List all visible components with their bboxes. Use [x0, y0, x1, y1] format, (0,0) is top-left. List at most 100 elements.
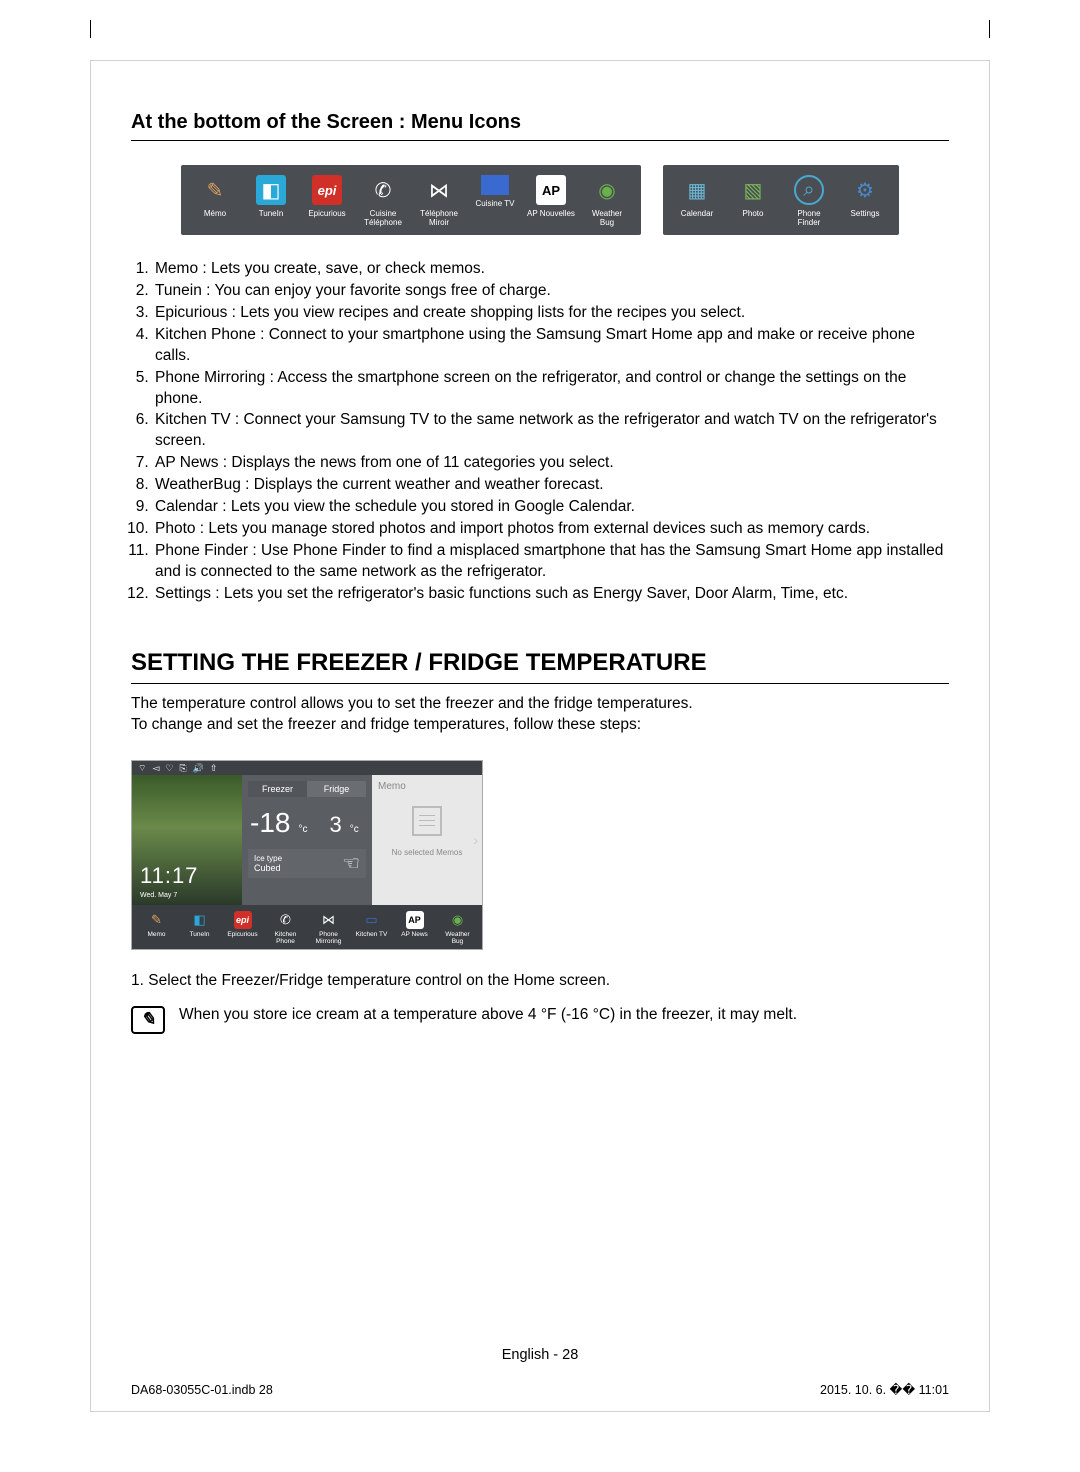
- status-bar: ⌔◅♡⎘🔊⇧: [132, 761, 482, 775]
- icon-label: Kitchen Phone: [275, 931, 297, 945]
- temperature-panel[interactable]: Freezer Fridge -18°c 3°c Ice type Cubed …: [242, 775, 372, 905]
- menu-icon-bar-2: ▦ Calendar ▧Photo⌕Phone Finder ⚙ Settings: [663, 165, 899, 235]
- note-row: ✎ When you store ice cream at a temperat…: [131, 1006, 949, 1034]
- ice-type-button[interactable]: Ice type Cubed ☜: [248, 849, 366, 878]
- menu-icon-bar-1: ✎Mémo◧TuneInepiEpicurious✆Cuisine Téléph…: [181, 165, 641, 235]
- feature-item: Settings : Lets you set the refrigerator…: [153, 584, 949, 605]
- icon-label: Memo: [147, 931, 165, 938]
- settings-icon: ⚙: [850, 175, 880, 205]
- feature-item: Photo : Lets you manage stored photos an…: [153, 519, 949, 540]
- menu-icon-tunein[interactable]: ◧TuneIn: [247, 175, 295, 227]
- icon-label: Cuisine Téléphone: [364, 209, 402, 227]
- icon-label: Photo: [743, 209, 764, 218]
- menu-icon-kitchen-phone[interactable]: ✆ Kitchen Phone: [265, 911, 306, 945]
- temp-unit: °c: [298, 824, 307, 835]
- chevron-right-icon[interactable]: ›: [473, 832, 478, 848]
- mémo-icon: ✎: [200, 175, 230, 205]
- memo-label: Memo: [378, 781, 406, 792]
- epicurious-icon: epi: [312, 175, 342, 205]
- tab-freezer[interactable]: Freezer: [248, 781, 307, 797]
- icon-label: Cuisine TV: [476, 199, 515, 208]
- icon-label: Weather Bug: [445, 931, 469, 945]
- note-text: When you store ice cream at a temperatur…: [179, 1006, 797, 1024]
- menu-icon-téléphone-miroir[interactable]: ⋈Téléphone Miroir: [415, 175, 463, 227]
- menu-icon-epicurious[interactable]: epi Epicurious: [222, 911, 263, 945]
- fridge-temp: 3: [329, 812, 341, 838]
- clock-date: Wed. May 7: [140, 892, 177, 899]
- status-icon: ⎘: [179, 763, 186, 773]
- intro-text: The temperature control allows you to se…: [131, 694, 949, 736]
- page: At the bottom of the Screen : Menu Icons…: [90, 60, 990, 1412]
- menu-icon-phone-mirroring[interactable]: ⋈ Phone Mirroring: [308, 911, 349, 945]
- icon-label: Settings: [851, 209, 880, 218]
- menu-icon-settings[interactable]: ⚙ Settings: [841, 175, 889, 227]
- menu-icon-photo[interactable]: ▧Photo: [729, 175, 777, 227]
- tab-fridge[interactable]: Fridge: [307, 781, 366, 797]
- status-icon: ⌔: [138, 763, 146, 773]
- footer-right: 2015. 10. 6. �� 11:01: [820, 1382, 949, 1397]
- step-1: 1. Select the Freezer/Fridge temperature…: [131, 972, 949, 990]
- icon-label: Epicurious: [227, 931, 257, 938]
- intro-line: To change and set the freezer and fridge…: [131, 715, 949, 736]
- icon-label: Kitchen TV: [356, 931, 388, 938]
- home-screenshot: ⌔◅♡⎘🔊⇧ 11:17 Wed. May 7 Freezer Fridge -…: [131, 760, 483, 950]
- menu-icon-tunein[interactable]: ◧ TuneIn: [179, 911, 220, 945]
- status-icon: 🔊: [193, 763, 204, 773]
- ap news-icon: AP: [406, 911, 424, 929]
- tunein-icon: ◧: [191, 911, 209, 929]
- kitchen-icon: ✆: [277, 911, 295, 929]
- menu-icon-mémo[interactable]: ✎Mémo: [191, 175, 239, 227]
- phone-icon: ⋈: [320, 911, 338, 929]
- icon-label: Calendar: [681, 209, 713, 218]
- feature-item: AP News : Displays the news from one of …: [153, 453, 949, 474]
- icon-label: TuneIn: [259, 209, 284, 218]
- clock-time: 11:17: [140, 863, 198, 889]
- feature-item: Phone Finder : Use Phone Finder to find …: [153, 541, 949, 583]
- status-icon: ◅: [152, 763, 159, 773]
- menu-icon-memo[interactable]: ✎Memo: [136, 911, 177, 945]
- status-icon: ⇧: [210, 763, 218, 773]
- screenshot-bottom-bar: ✎Memo ◧ TuneIn epi Epicurious ✆ Kitchen Phone ⋈…: [132, 905, 482, 949]
- cuisine tv-icon: [481, 175, 509, 195]
- section-title: At the bottom of the Screen : Menu Icons: [131, 111, 949, 141]
- menu-icon-weather-bug[interactable]: ◉ Weather Bug: [437, 911, 478, 945]
- home-left-panel: 11:17 Wed. May 7: [132, 775, 242, 905]
- icon-label: Phone Mirroring: [316, 931, 342, 945]
- footer-center: English - 28: [91, 1347, 989, 1363]
- ap nouvelles-icon: AP: [536, 175, 566, 205]
- icon-label: Weather Bug: [592, 209, 622, 227]
- menu-icon-cuisine-téléphone[interactable]: ✆Cuisine Téléphone: [359, 175, 407, 227]
- feature-item: Memo : Lets you create, save, or check m…: [153, 259, 949, 280]
- menu-icon-epicurious[interactable]: epiEpicurious: [303, 175, 351, 227]
- note-icon: ✎: [131, 1006, 165, 1034]
- feature-item: Kitchen TV : Connect your Samsung TV to …: [153, 410, 949, 452]
- feature-item: Phone Mirroring : Access the smartphone …: [153, 368, 949, 410]
- menu-icon-cuisine-tv[interactable]: Cuisine TV: [471, 175, 519, 227]
- feature-item: Epicurious : Lets you view recipes and c…: [153, 303, 949, 324]
- temp-unit: °c: [350, 824, 359, 835]
- icon-label: Téléphone Miroir: [420, 209, 458, 227]
- footer-left: DA68-03055C-01.indb 28: [131, 1383, 273, 1397]
- menu-icon-ap-nouvelles[interactable]: AP AP Nouvelles: [527, 175, 575, 227]
- menu-icon-kitchen-tv[interactable]: ▭ Kitchen TV: [351, 911, 392, 945]
- phone-icon: ⌕: [794, 175, 824, 205]
- calendar-icon: ▦: [682, 175, 712, 205]
- weather-icon: ◉: [449, 911, 467, 929]
- feature-item: Calendar : Lets you view the schedule yo…: [153, 497, 949, 518]
- icon-label: AP Nouvelles: [527, 209, 575, 218]
- menu-icon-weather-bug[interactable]: ◉ Weather Bug: [583, 175, 631, 227]
- icon-label: TuneIn: [190, 931, 210, 938]
- feature-item: WeatherBug : Displays the current weathe…: [153, 475, 949, 496]
- menu-icon-bars: ✎Mémo◧TuneInepiEpicurious✆Cuisine Téléph…: [131, 165, 949, 235]
- big-title: SETTING THE FREEZER / FRIDGE TEMPERATURE: [131, 649, 949, 684]
- memo-panel[interactable]: Memo No selected Memos ›: [372, 775, 482, 905]
- menu-icon-ap-news[interactable]: AP AP News: [394, 911, 435, 945]
- menu-icon-calendar[interactable]: ▦ Calendar: [673, 175, 721, 227]
- menu-icon-phone-finder[interactable]: ⌕Phone Finder: [785, 175, 833, 227]
- weather-icon: ◉: [592, 175, 622, 205]
- kitchen tv-icon: ▭: [363, 911, 381, 929]
- epicurious-icon: epi: [234, 911, 252, 929]
- icon-label: AP News: [401, 931, 428, 938]
- hand-pointer-icon: ☜: [342, 851, 360, 876]
- feature-item: Tunein : You can enjoy your favorite son…: [153, 281, 949, 302]
